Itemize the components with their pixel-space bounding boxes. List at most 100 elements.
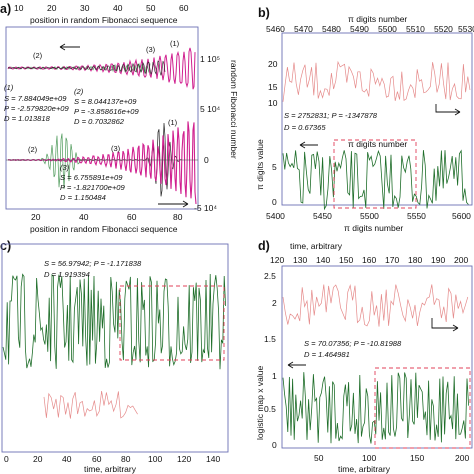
panel-a-ylabel-right: random Fibonacci number (229, 60, 239, 159)
panel-c-xlabel-bottom: time, arbitrary (84, 464, 137, 474)
stat-line: (2) (74, 87, 84, 96)
panel-a-stats-3: (3) S = 6.755891e+09 P = -1.821700e+09 D… (60, 163, 126, 202)
stat-line: D = 1.013818 (4, 114, 51, 123)
stat-line: (1) (4, 83, 14, 92)
panel-b-xlabel-mid: π digits number (348, 139, 407, 149)
panel-b-yticks: 0 5 10 15 20 (268, 59, 278, 207)
lower-trace (282, 149, 469, 211)
panel-b-stats-line: S = 2752831; P = -1347878 (284, 111, 378, 120)
tick-label: 20 (268, 59, 278, 69)
tick-label: 5600 (452, 211, 471, 221)
tick-label: 200 (455, 453, 469, 463)
tick-label: 5450 (313, 211, 332, 221)
panel-b-xlabel-bottom: π digits number (344, 223, 403, 233)
panel-a-marker: (3) (146, 45, 156, 54)
panel-b-arrow-left (299, 141, 318, 149)
panel-d-xlabel-bottom: time, arbitrary (338, 464, 391, 474)
tick-label: 150 (339, 255, 353, 265)
tick-label: 5 (272, 162, 277, 172)
tick-label: 0 (204, 155, 209, 165)
tick-label: 190 (431, 255, 445, 265)
panel-b-arrow-right (435, 104, 461, 116)
tick-label: 5500 (360, 211, 379, 221)
tick-label: 1.5 (264, 334, 276, 344)
panel-b-series (282, 60, 471, 211)
series-3-upper (7, 60, 166, 76)
upper-trace (282, 284, 469, 327)
tick-label: 2.5 (264, 271, 276, 281)
panel-a-marker: (2) (33, 51, 43, 60)
panel-b-stats-line: D = 0.67365 (284, 123, 326, 132)
tick-label: 10 (14, 3, 24, 13)
panel-a-xlabel-top: position in random Fibonacci sequence (30, 15, 178, 25)
upper-trace (2, 273, 226, 370)
panel-d-yticks: 0 0.5 1 1.5 2 2.5 (264, 271, 277, 450)
tick-label: 40 (62, 454, 72, 464)
panel-c: c) 0 20 40 60 80 100 120 140 time, arbit… (0, 239, 229, 474)
stat-line: D = 1.150484 (60, 193, 106, 202)
panel-a-marker: (1) (168, 118, 178, 127)
stat-line: (3) (60, 163, 70, 172)
tick-label: 170 (385, 255, 399, 265)
tick-label: 30 (80, 3, 90, 13)
tick-label: 5 10⁴ (200, 104, 221, 114)
panel-b-label: b) (258, 6, 270, 20)
panel-d-series (282, 284, 469, 444)
panel-a-stats-1: (1) S = 7.884049e+09 P = -2.579820e+09 D… (4, 83, 70, 123)
tick-label: 20 (47, 3, 57, 13)
tick-label: 1 (272, 371, 277, 381)
tick-label: 130 (293, 255, 307, 265)
tick-label: 0 (272, 197, 277, 207)
panel-a-arrow-right (158, 200, 189, 208)
tick-label: 5510 (406, 24, 425, 34)
panel-a-marker: (1) (170, 39, 180, 48)
tick-label: 60 (179, 3, 189, 13)
panel-a-xticks-bottom: 20 40 60 80 (31, 212, 183, 222)
panel-d-xticks-bottom: 50 100 150 200 (314, 453, 469, 463)
stat-line: P = -2.579820e+09 (4, 104, 70, 113)
series-1-upper (7, 47, 196, 90)
tick-label: 5550 (407, 211, 426, 221)
panel-c-frame (1, 243, 229, 453)
panel-a: a) position in random Fibonacci sequence… (0, 2, 239, 234)
panel-c-stats-line: S = 56.97942; P = -1.171838 (44, 259, 142, 268)
tick-label: 50 (314, 453, 324, 463)
panel-c-xticks-bottom: 0 20 40 60 80 100 120 140 (4, 454, 220, 464)
panel-b-ylabel: π digits value (255, 139, 265, 190)
panel-d-highlight-box (374, 367, 471, 449)
tick-label: 100 (148, 454, 162, 464)
panel-d-stats-line: S = 70.07356; P = -10.81988 (304, 339, 402, 348)
stat-line: S = 6.755891e+09 (60, 173, 123, 182)
panel-a-frame (5, 26, 199, 210)
panel-c-label: c) (0, 239, 11, 253)
panel-b-xticks-bottom: 5400 5450 5500 5550 5600 (266, 211, 471, 221)
panel-c-series (2, 273, 226, 419)
tick-label: 140 (316, 255, 330, 265)
panel-d-stats-line: D = 1.464981 (304, 350, 350, 359)
stat-line: D = 0.7032862 (74, 117, 125, 126)
upper-trace (282, 60, 471, 102)
panel-d-label: d) (258, 239, 270, 253)
tick-label: 20 (33, 454, 43, 464)
panel-c-highlight-box (119, 285, 225, 361)
tick-label: 200 (454, 255, 468, 265)
panel-a-stats-2: (2) S = 8.044137e+09 P = -3.858616e+09 D… (74, 87, 140, 126)
stat-line: P = -3.858616e+09 (74, 107, 140, 116)
tick-label: 20 (31, 212, 41, 222)
lower-trace (282, 372, 469, 444)
panel-a-marker: (3) (111, 144, 121, 153)
tick-label: 5520 (434, 24, 453, 34)
panel-d-arrow-left (287, 361, 306, 369)
panel-a-arrow-left (59, 43, 80, 51)
tick-label: 140 (206, 454, 220, 464)
panel-a-xticks-top: 10 20 30 40 50 60 (14, 3, 189, 13)
panel-d-arrow-right (431, 318, 459, 332)
tick-label: 15 (268, 82, 278, 92)
tick-label: -5 10⁴ (194, 203, 217, 213)
tick-label: 5490 (350, 24, 369, 34)
tick-label: 0 (272, 440, 277, 450)
tick-label: 1 10⁵ (200, 54, 220, 64)
panel-d-xlabel-top: time, arbitrary (290, 241, 343, 251)
